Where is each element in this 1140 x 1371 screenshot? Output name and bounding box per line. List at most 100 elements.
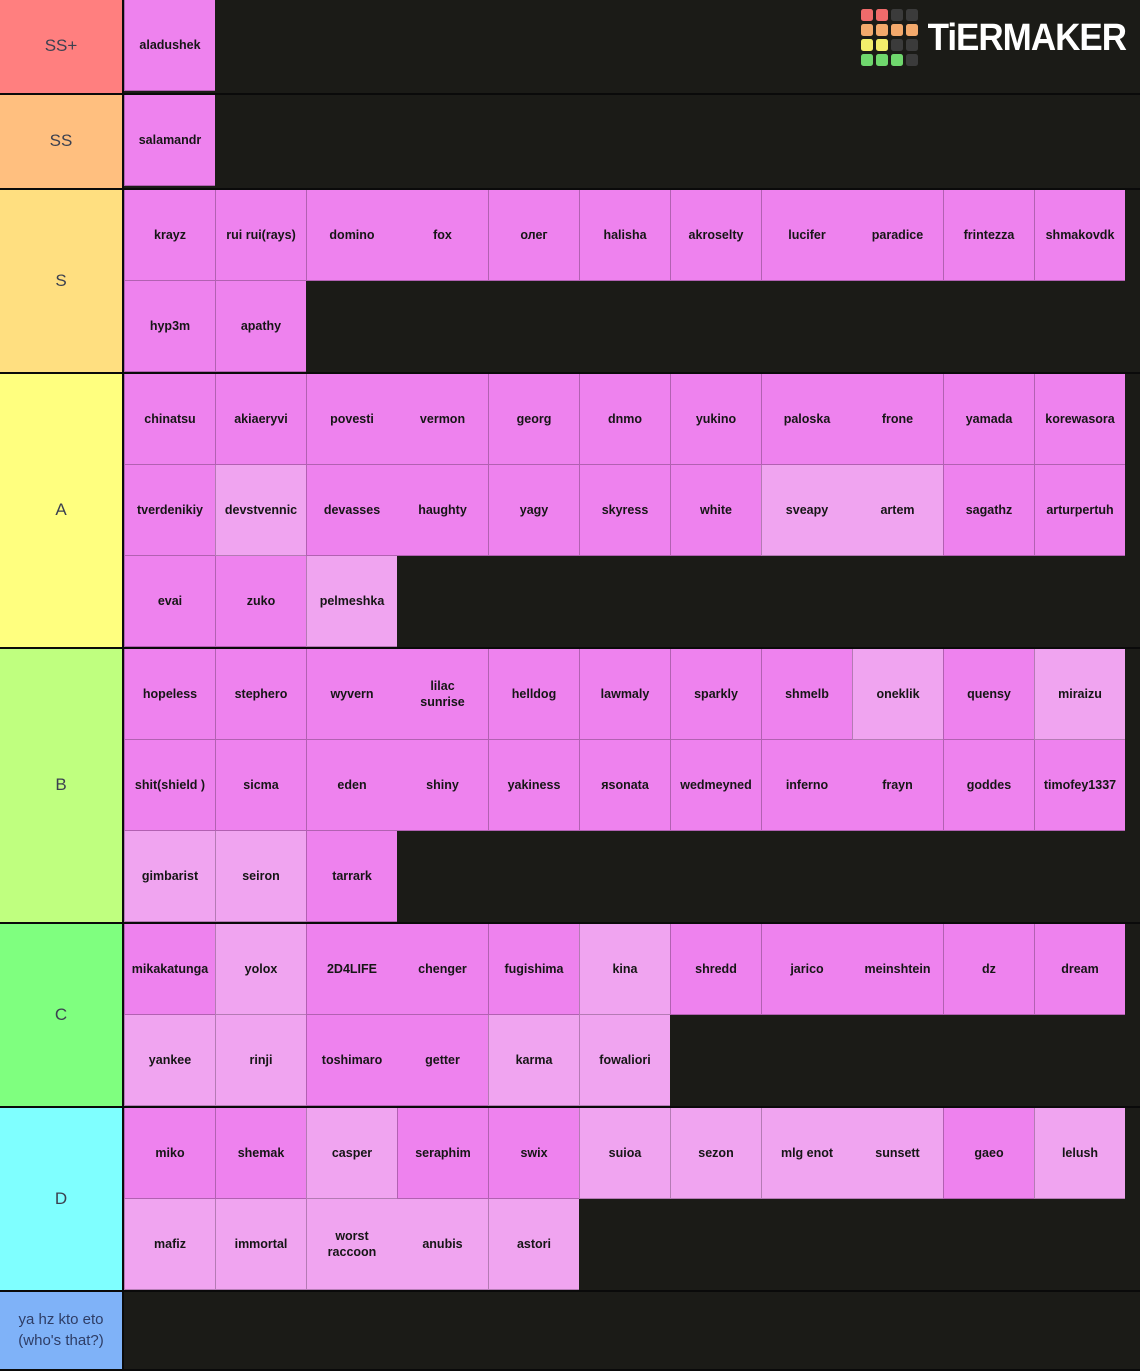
tier-item-timofey1337[interactable]: timofey1337	[1034, 740, 1125, 831]
tier-item-frone[interactable]: frone	[852, 374, 943, 465]
tier-item-povesti[interactable]: povesti	[306, 374, 397, 465]
tier-item-fowaliori[interactable]: fowaliori	[579, 1015, 670, 1106]
tier-item-shiny[interactable]: shiny	[397, 740, 488, 831]
tier-item-dream[interactable]: dream	[1034, 924, 1125, 1015]
tier-label-ss: SS	[0, 95, 124, 188]
tier-item-oneklik[interactable]: oneklik	[852, 649, 943, 740]
tier-item-paradice[interactable]: paradice	[852, 190, 943, 281]
tier-item-seraphim[interactable]: seraphim	[397, 1108, 488, 1199]
tier-item-yankee[interactable]: yankee	[124, 1015, 215, 1106]
tier-item-yagy[interactable]: yagy	[488, 465, 579, 556]
tier-item-dnmo[interactable]: dnmo	[579, 374, 670, 465]
tier-item-hyp3m[interactable]: hyp3m	[124, 281, 215, 372]
tier-item-gimbarist[interactable]: gimbarist	[124, 831, 215, 922]
tier-item-seiron[interactable]: seiron	[215, 831, 306, 922]
tier-item-lilac-sunrise[interactable]: lilac sunrise	[397, 649, 488, 740]
tier-item-chinatsu[interactable]: chinatsu	[124, 374, 215, 465]
tier-item-shit-shield[interactable]: shit(shield )	[124, 740, 215, 831]
tier-item-lelush[interactable]: lelush	[1034, 1108, 1125, 1199]
tier-item-dz[interactable]: dz	[943, 924, 1034, 1015]
tier-item-олег[interactable]: олег	[488, 190, 579, 281]
tier-item-fox[interactable]: fox	[397, 190, 488, 281]
tier-item-toshimaro[interactable]: toshimaro	[306, 1015, 397, 1106]
tier-item-karma[interactable]: karma	[488, 1015, 579, 1106]
tier-item-meinshtein[interactable]: meinshtein	[852, 924, 943, 1015]
tier-item-chenger[interactable]: chenger	[397, 924, 488, 1015]
tier-item-stephero[interactable]: stephero	[215, 649, 306, 740]
tier-item-yukino[interactable]: yukino	[670, 374, 761, 465]
tier-item-jarico[interactable]: jarico	[761, 924, 852, 1015]
tier-item-sagathz[interactable]: sagathz	[943, 465, 1034, 556]
tier-item-kina[interactable]: kina	[579, 924, 670, 1015]
tier-item-suioa[interactable]: suioa	[579, 1108, 670, 1199]
tier-item-akiaeryvi[interactable]: akiaeryvi	[215, 374, 306, 465]
tier-item-vermon[interactable]: vermon	[397, 374, 488, 465]
tier-item-zuko[interactable]: zuko	[215, 556, 306, 647]
tier-item-worst-raccoon[interactable]: worst raccoon	[306, 1199, 397, 1290]
tier-item-white[interactable]: white	[670, 465, 761, 556]
tier-item-helldog[interactable]: helldog	[488, 649, 579, 740]
tier-item-anubis[interactable]: anubis	[397, 1199, 488, 1290]
tier-item-astori[interactable]: astori	[488, 1199, 579, 1290]
tier-item-miko[interactable]: miko	[124, 1108, 215, 1199]
tier-item-akroselty[interactable]: akroselty	[670, 190, 761, 281]
tier-item-getter[interactable]: getter	[397, 1015, 488, 1106]
grid-icon-square	[890, 9, 903, 21]
tier-item-sunsett[interactable]: sunsett	[852, 1108, 943, 1199]
tier-item-casper[interactable]: casper	[306, 1108, 397, 1199]
tier-item-immortal[interactable]: immortal	[215, 1199, 306, 1290]
tier-item-яsonata[interactable]: яsonata	[579, 740, 670, 831]
tier-item-yakiness[interactable]: yakiness	[488, 740, 579, 831]
tier-item-mafiz[interactable]: mafiz	[124, 1199, 215, 1290]
tier-item-tarrark[interactable]: tarrark	[306, 831, 397, 922]
tier-item-inferno[interactable]: inferno	[761, 740, 852, 831]
tier-item-wyvern[interactable]: wyvern	[306, 649, 397, 740]
tier-item-hopeless[interactable]: hopeless	[124, 649, 215, 740]
tier-item-miraizu[interactable]: miraizu	[1034, 649, 1125, 740]
tier-item-eden[interactable]: eden	[306, 740, 397, 831]
tier-item-lucifer[interactable]: lucifer	[761, 190, 852, 281]
tier-item-yolox[interactable]: yolox	[215, 924, 306, 1015]
tier-item-rui-rui-rays[interactable]: rui rui(rays)	[215, 190, 306, 281]
tier-item-shmakovdk[interactable]: shmakovdk	[1034, 190, 1125, 281]
tier-item-goddes[interactable]: goddes	[943, 740, 1034, 831]
tier-item-salamandr[interactable]: salamandr	[124, 95, 215, 186]
tier-item-frintezza[interactable]: frintezza	[943, 190, 1034, 281]
tier-item-skyress[interactable]: skyress	[579, 465, 670, 556]
tier-item-devasses[interactable]: devasses	[306, 465, 397, 556]
tier-item-tverdenikiy[interactable]: tverdenikiy	[124, 465, 215, 556]
tier-item-yamada[interactable]: yamada	[943, 374, 1034, 465]
tier-item-georg[interactable]: georg	[488, 374, 579, 465]
tier-item-arturpertuh[interactable]: arturpertuh	[1034, 465, 1125, 556]
tier-item-shredd[interactable]: shredd	[670, 924, 761, 1015]
tier-item-korewasora[interactable]: korewasora	[1034, 374, 1125, 465]
tier-item-krayz[interactable]: krayz	[124, 190, 215, 281]
tier-item-mlg-enot[interactable]: mlg enot	[761, 1108, 852, 1199]
tier-item-rinji[interactable]: rinji	[215, 1015, 306, 1106]
tier-item-quensy[interactable]: quensy	[943, 649, 1034, 740]
tier-item-pelmeshka[interactable]: pelmeshka	[306, 556, 397, 647]
tier-item-sparkly[interactable]: sparkly	[670, 649, 761, 740]
tier-item-domino[interactable]: domino	[306, 190, 397, 281]
tier-item-shmelb[interactable]: shmelb	[761, 649, 852, 740]
tier-item-mikakatunga[interactable]: mikakatunga	[124, 924, 215, 1015]
tier-item-lawmaly[interactable]: lawmaly	[579, 649, 670, 740]
tier-item-sveapy[interactable]: sveapy	[761, 465, 852, 556]
tier-item-sezon[interactable]: sezon	[670, 1108, 761, 1199]
tier-item-swix[interactable]: swix	[488, 1108, 579, 1199]
tier-item-haughty[interactable]: haughty	[397, 465, 488, 556]
tier-item-2d4life[interactable]: 2D4LIFE	[306, 924, 397, 1015]
tier-item-apathy[interactable]: apathy	[215, 281, 306, 372]
tier-item-evai[interactable]: evai	[124, 556, 215, 647]
tier-item-gaeo[interactable]: gaeo	[943, 1108, 1034, 1199]
tier-item-aladushek[interactable]: aladushek	[124, 0, 215, 91]
tier-item-halisha[interactable]: halisha	[579, 190, 670, 281]
tier-item-artem[interactable]: artem	[852, 465, 943, 556]
tier-item-sicma[interactable]: sicma	[215, 740, 306, 831]
tier-item-devstvennic[interactable]: devstvennic	[215, 465, 306, 556]
tier-item-fugishima[interactable]: fugishima	[488, 924, 579, 1015]
tier-item-paloska[interactable]: paloska	[761, 374, 852, 465]
tier-item-wedmeyned[interactable]: wedmeyned	[670, 740, 761, 831]
tier-item-frayn[interactable]: frayn	[852, 740, 943, 831]
tier-item-shemak[interactable]: shemak	[215, 1108, 306, 1199]
